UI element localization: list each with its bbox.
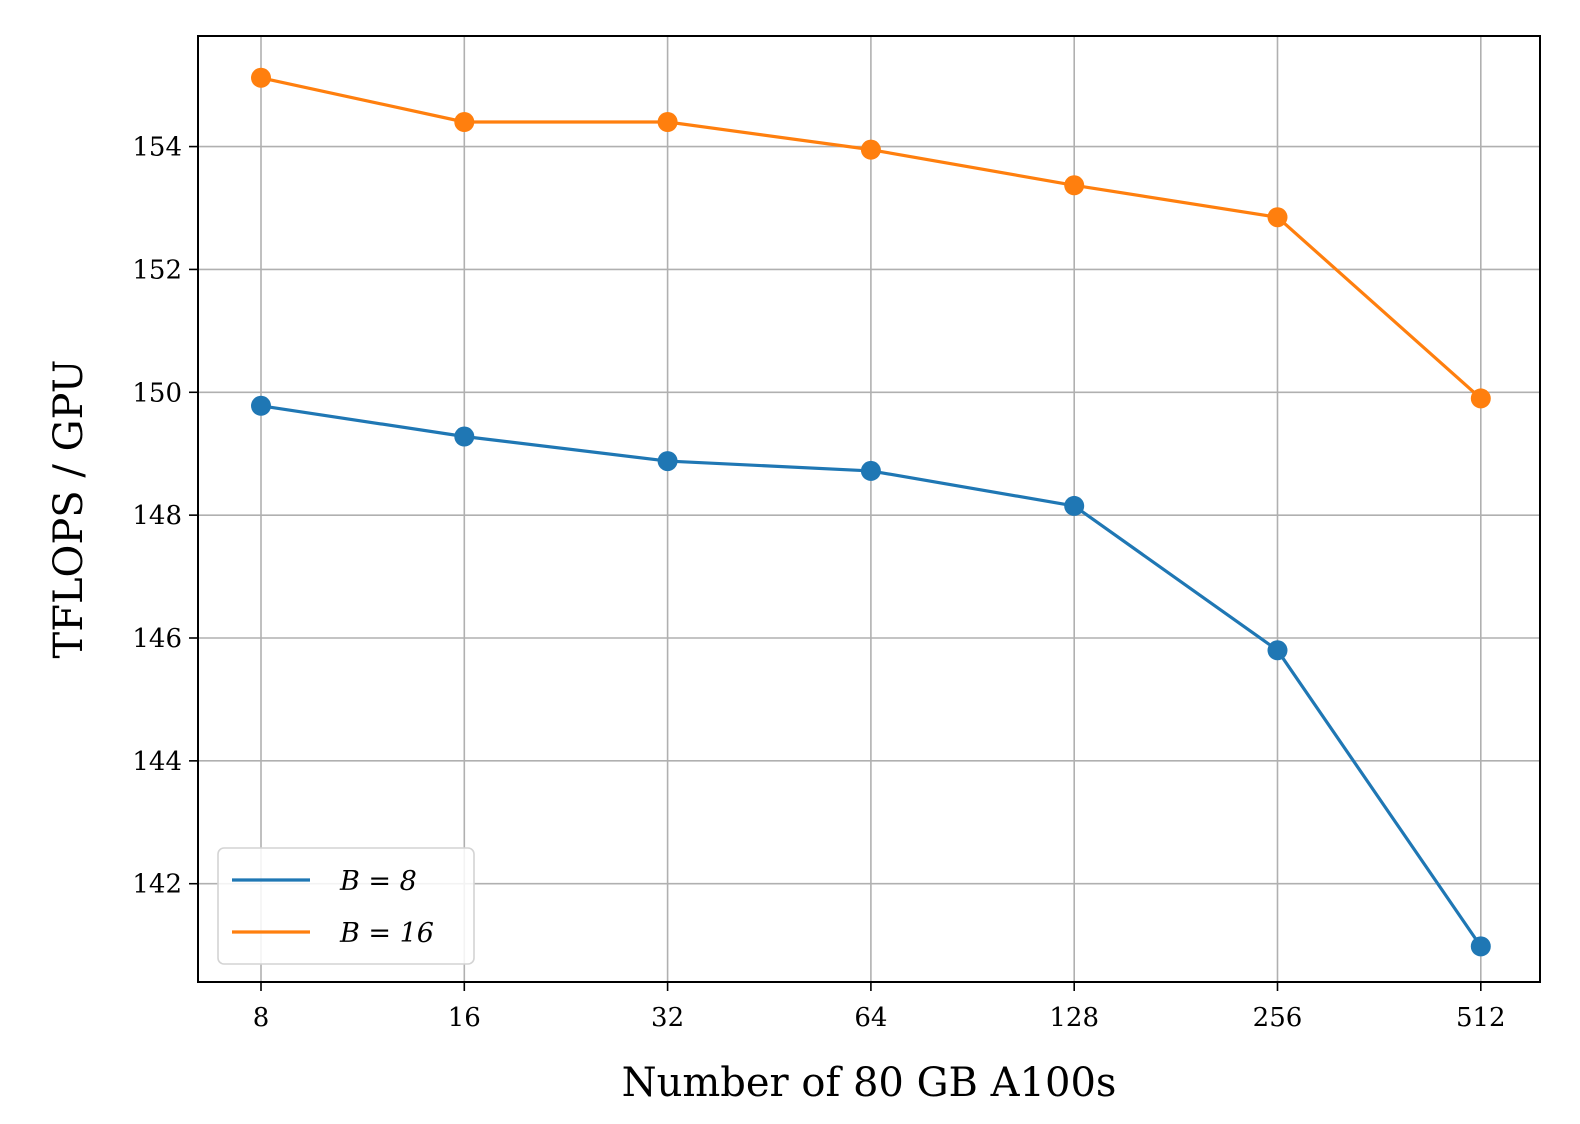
legend-label: B = 8 — [339, 866, 417, 897]
ticks: 8 16 32 64 128 256 512 142 144 146 148 150 152 154 — [132, 133, 1505, 1033]
y-tick-label: 142 — [132, 870, 182, 900]
data-point — [1470, 936, 1491, 957]
data-point — [860, 139, 881, 160]
x-axis-label: Number of 80 GB A100s — [622, 1060, 1117, 1106]
x-tick-label: 64 — [854, 1003, 887, 1033]
x-tick-label: 512 — [1456, 1003, 1506, 1033]
y-axis-label: TFLOPS / GPU — [46, 360, 92, 659]
legend: B = 8 B = 16 — [217, 847, 475, 965]
series-layer — [251, 67, 1491, 957]
x-tick-label: 16 — [448, 1003, 481, 1033]
data-point — [1064, 495, 1085, 516]
legend-box — [217, 847, 475, 965]
plot-frame — [197, 35, 1541, 983]
data-point — [454, 426, 475, 447]
x-tick-label: 8 — [253, 1003, 270, 1033]
y-tick-label: 146 — [132, 624, 182, 654]
data-point — [860, 460, 881, 481]
y-tick-label: 154 — [132, 133, 182, 163]
series-1 — [251, 395, 1491, 957]
data-point — [1064, 175, 1085, 196]
y-tick-label: 148 — [132, 501, 182, 531]
data-point — [251, 395, 271, 416]
y-tick-label: 152 — [132, 255, 182, 285]
data-point — [1470, 388, 1491, 409]
data-point — [1267, 640, 1288, 661]
x-tick-label: 32 — [651, 1003, 684, 1033]
y-tick-label: 150 — [132, 378, 182, 408]
legend-label: B = 16 — [339, 918, 434, 949]
x-tick-label: 256 — [1253, 1003, 1303, 1033]
data-point — [1267, 207, 1288, 228]
grid — [198, 36, 1540, 982]
data-point — [657, 112, 678, 132]
y-tick-label: 144 — [132, 747, 182, 777]
series-2 — [251, 67, 1491, 409]
data-point — [657, 451, 678, 472]
data-point — [454, 112, 475, 132]
x-tick-label: 128 — [1049, 1003, 1099, 1033]
data-point — [251, 67, 271, 88]
